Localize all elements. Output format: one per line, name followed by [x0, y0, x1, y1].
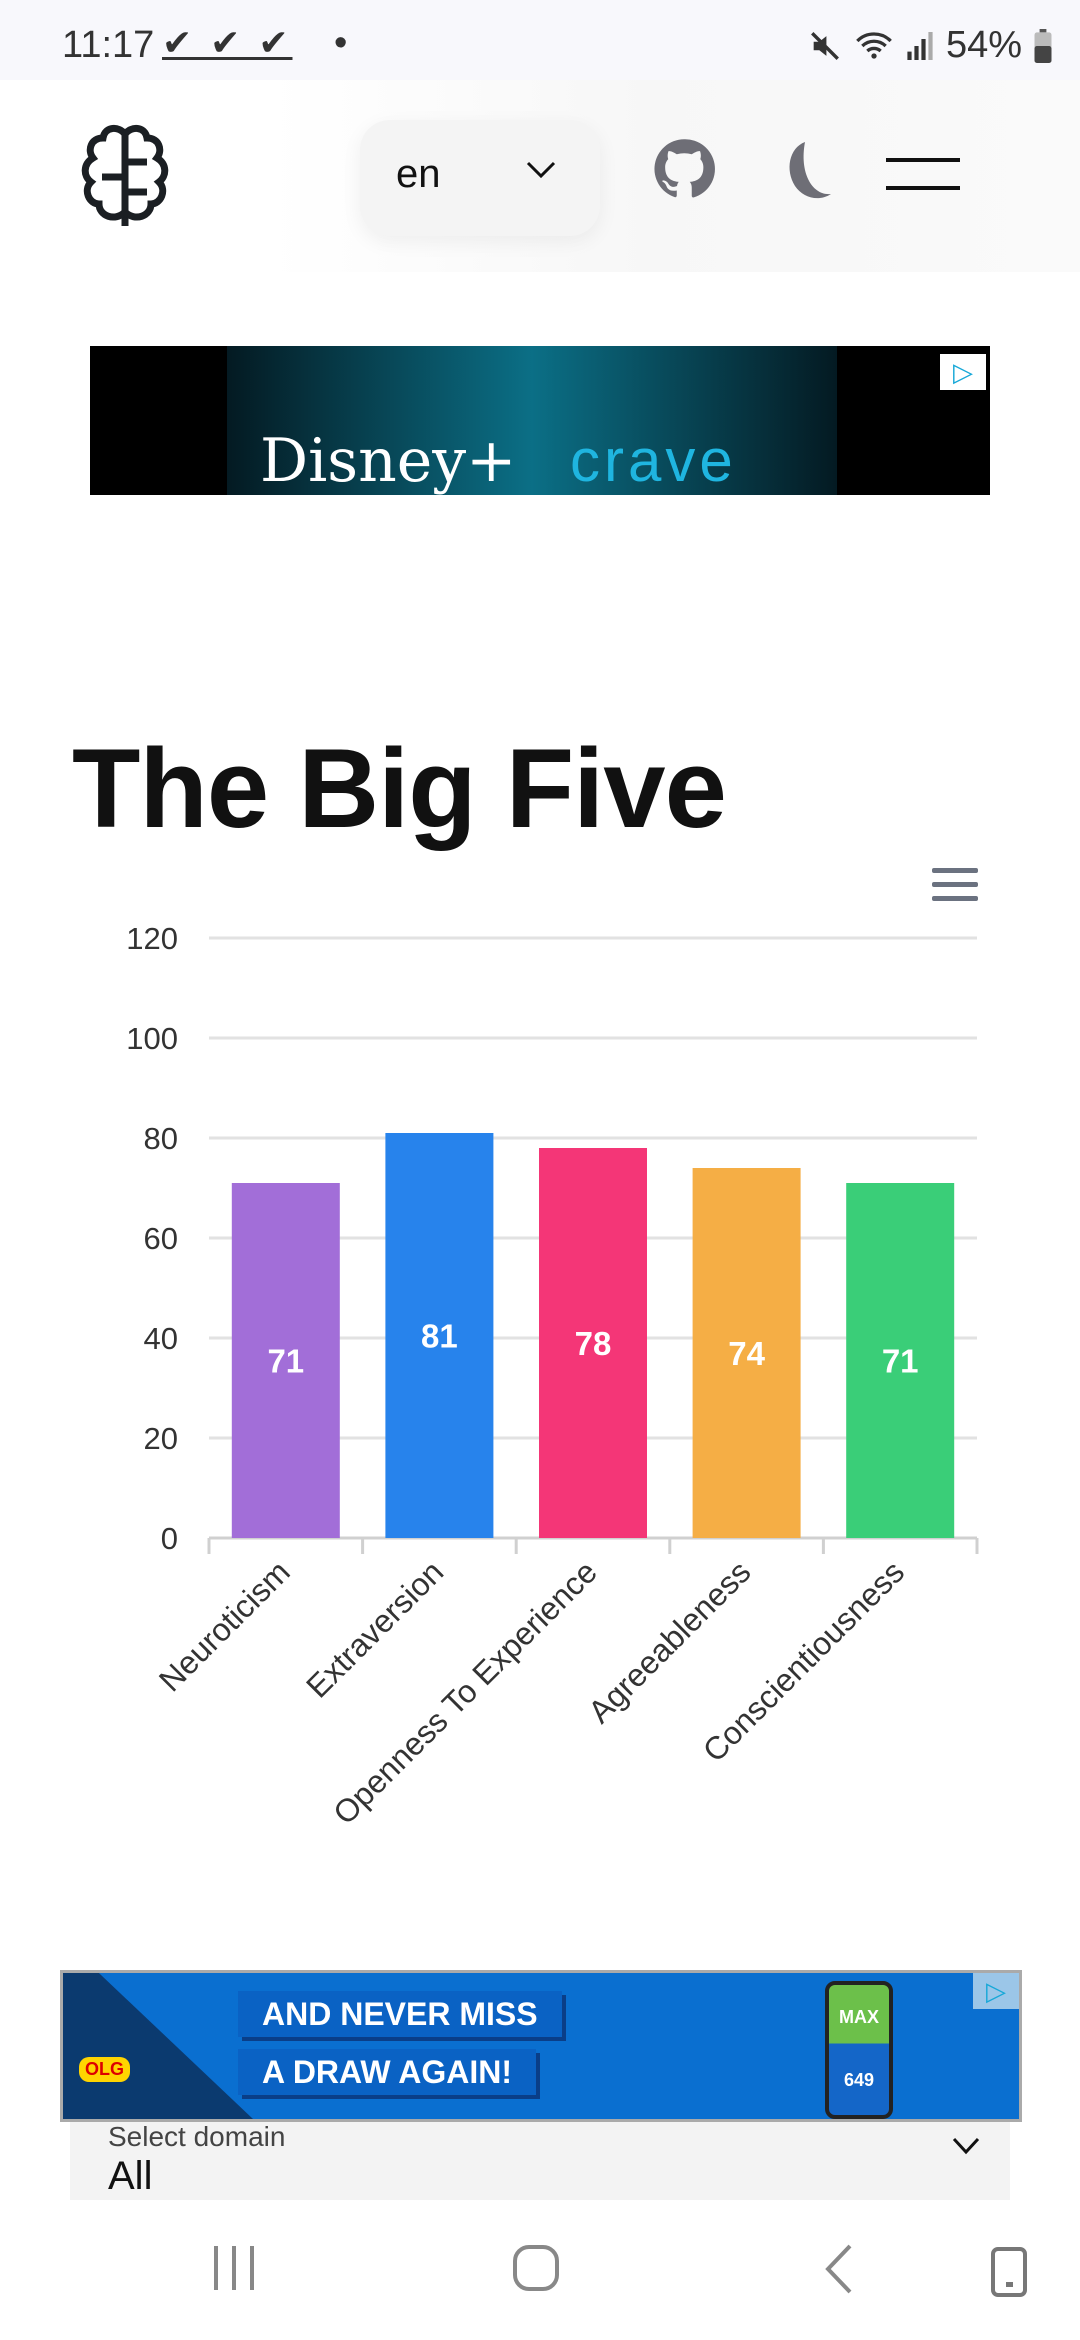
chevron-down-icon [952, 2137, 980, 2155]
bar-extraversion [385, 1133, 494, 1538]
battery-percent: 54% [945, 24, 1022, 66]
bar-openness-to-experience [539, 1148, 647, 1538]
hamburger-icon[interactable] [886, 158, 960, 190]
chart-menu-button[interactable] [932, 868, 978, 910]
page-title: The Big Five [72, 726, 727, 851]
android-nav-bar [0, 2200, 1080, 2340]
battery-icon [1034, 28, 1052, 63]
bar-conscientiousness [846, 1183, 955, 1538]
y-tick-label: 20 [144, 1421, 178, 1456]
ad-text-crave: crave [570, 427, 737, 494]
x-category-label: Agreeableness [581, 1553, 757, 1729]
y-tick-label: 100 [126, 1021, 178, 1056]
ad-line-1: AND NEVER MISS [238, 1991, 562, 2037]
status-bar: 11:17 ✔ ✔ ✔ • 54% [0, 0, 1080, 80]
recent-apps-button[interactable] [212, 2244, 258, 2292]
y-tick-label: 120 [126, 921, 178, 956]
adchoices-icon[interactable]: ▷ [973, 1973, 1019, 2009]
data-label: 71 [267, 1343, 304, 1380]
language-select[interactable]: en [360, 120, 600, 236]
y-tick-label: 0 [161, 1521, 178, 1556]
data-label: 81 [421, 1318, 458, 1355]
x-category-label: Openness To Experience [326, 1553, 604, 1831]
adchoices-icon[interactable]: ▷ [940, 354, 986, 390]
y-tick-label: 80 [144, 1121, 178, 1156]
big-five-bar-chart: 0 20 40 60 80 100 120 71 Neuroticism 81 Extraversi… [126, 921, 979, 1831]
x-category-label: Neuroticism [152, 1553, 297, 1698]
signal-icon [907, 31, 933, 60]
domain-select-label: Select domain [108, 2122, 286, 2152]
wifi-icon [856, 31, 892, 59]
ad-phone-image: MAX 649 [825, 1981, 893, 2119]
notification-dot: • [334, 22, 348, 64]
status-time: 11:17 [62, 24, 155, 66]
ad-phone-top: MAX [839, 2007, 879, 2027]
domain-select[interactable]: Select domain All [70, 2122, 1010, 2200]
ad-banner-bottom[interactable]: OLG AND NEVER MISS A DRAW AGAIN! MAX 649… [60, 1970, 1022, 2122]
data-label: 74 [728, 1335, 765, 1372]
notification-icons: ✔ ✔ ✔ [162, 22, 293, 63]
chevron-down-icon [526, 161, 556, 179]
ad-phone-bottom: 649 [843, 2070, 875, 2090]
language-value: en [396, 152, 441, 196]
x-category-label: Extraversion [299, 1553, 450, 1704]
back-button[interactable] [822, 2244, 856, 2294]
ad-decoration [63, 1973, 253, 2119]
brain-icon[interactable] [72, 122, 178, 232]
data-label: 71 [882, 1343, 919, 1380]
bar-neuroticism [231, 1183, 340, 1538]
y-tick-label: 60 [144, 1221, 178, 1256]
home-button[interactable] [512, 2244, 562, 2292]
ad-line-2: A DRAW AGAIN! [238, 2049, 537, 2095]
bar-agreeableness [692, 1168, 801, 1538]
olg-logo: OLG [79, 2057, 130, 2082]
data-label: 78 [575, 1325, 612, 1362]
moon-icon[interactable] [775, 140, 835, 202]
ad-banner-top[interactable]: Disney+ crave ▷ [90, 346, 990, 495]
y-tick-label: 40 [144, 1321, 178, 1356]
ad-text-disney: Disney+ [260, 426, 517, 495]
screen-toggle-button[interactable] [990, 2246, 1030, 2300]
status-right: 54% [808, 24, 1052, 67]
github-icon[interactable] [653, 138, 715, 200]
mute-icon [810, 31, 839, 60]
domain-select-value: All [108, 2154, 153, 2198]
